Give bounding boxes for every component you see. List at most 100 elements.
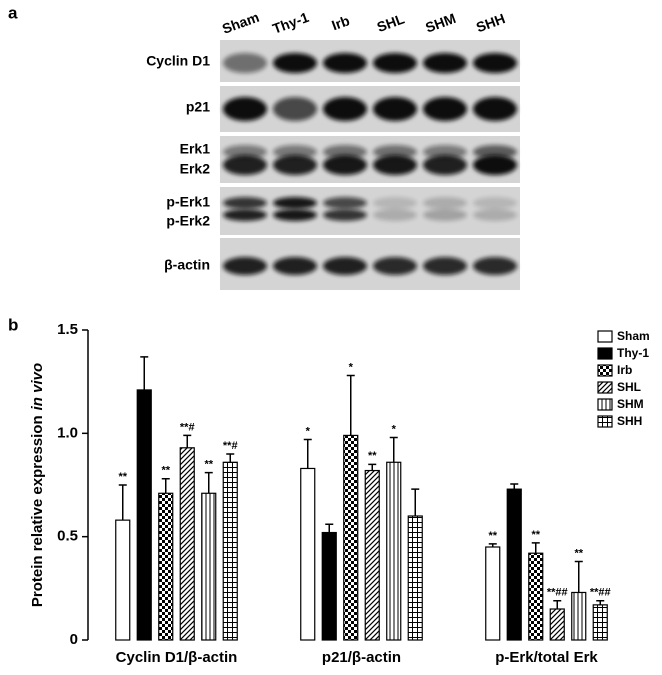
error-bar [488,543,497,547]
x-tick-label: p-Erk/total Erk [495,649,598,666]
error-bar [346,374,355,436]
band [323,145,367,159]
band [473,257,517,275]
significance-label: ** [574,547,583,559]
significance-label: ** [118,471,127,483]
band [273,97,317,121]
legend-swatch [597,415,613,428]
band [273,155,317,175]
bar [364,469,380,641]
significance-label: ** [531,529,540,541]
legend-swatch [597,347,613,360]
significance-label: * [392,423,397,435]
lane-label: Thy-1 [270,9,311,37]
significance-label: * [306,425,311,437]
row-label: β-actin [164,257,210,273]
legend-swatch [597,364,613,377]
blot-strip [220,136,520,183]
legend-swatch [597,398,613,411]
x-tick-label: p21/β-actin [322,649,401,666]
bar [201,492,217,641]
band [323,209,367,221]
row-label: Erk2 [180,161,211,177]
band [373,145,417,159]
bar [136,389,152,641]
western-blot: Sham Thy-1 Irb SHL SHM SHH Cyclin D1 p21 Erk1 Erk… [146,9,520,290]
band [373,209,417,221]
bar [592,604,608,641]
row-label: Cyclin D1 [146,53,210,69]
band [473,197,517,209]
error-bar [389,436,398,463]
error-bar [226,453,235,463]
error-bar [118,484,127,521]
blot-strip [220,238,520,290]
band [423,209,467,221]
legend-label: SHM [617,397,644,411]
band [473,97,517,121]
error-bar [510,483,519,490]
error-bar [161,478,170,494]
x-tick-label: Cyclin D1/β-actin [116,649,238,666]
error-bar [553,599,562,609]
lane-label: SHM [423,10,458,36]
band [223,197,267,209]
significance-label: * [349,361,354,373]
error-bar [411,488,420,516]
bar [528,552,544,641]
band [323,97,367,121]
error-bar [596,599,605,605]
legend-swatch [597,330,613,343]
lane-label: Irb [329,12,351,33]
band [423,97,467,121]
significance-label: **## [590,587,611,599]
band [423,53,467,73]
error-bar [183,434,192,448]
significance-label: **# [223,440,238,452]
y-tick-label: 0.5 [57,528,78,545]
row-label: p21 [186,99,210,115]
bar [506,488,522,641]
bar [485,546,501,641]
band [223,209,267,221]
significance-label: ** [204,459,213,471]
band [423,155,467,175]
bar [549,608,565,641]
band [473,53,517,73]
row-label: p-Erk1 [166,194,210,210]
band [373,257,417,275]
y-tick-label: 0 [70,631,78,648]
error-bar [140,356,149,390]
bar [115,519,131,641]
band [473,209,517,221]
band [323,53,367,73]
panel-label: b [8,315,18,334]
band [223,97,267,121]
bar [222,461,238,641]
legend-label: Irb [617,363,632,377]
band [423,197,467,209]
significance-label: ** [368,450,377,462]
blot-strip [220,40,520,82]
significance-label: **## [547,587,568,599]
error-bar [303,438,312,469]
y-tick-label: 1.0 [57,424,78,441]
band [373,53,417,73]
band [273,197,317,209]
legend-swatch [597,381,613,394]
band [223,145,267,159]
band [323,257,367,275]
error-bar [368,463,377,471]
bar [386,461,402,641]
bar [179,447,195,641]
legend-label: SHL [617,380,641,394]
band [373,155,417,175]
bar-chart: 0 0.5 1.0 1.5 Protein relative expression in … [29,321,650,666]
y-tick-label: 1.5 [57,321,78,338]
blot-strip [220,86,520,132]
band [323,197,367,209]
lane-label: Sham [220,9,261,37]
bar [407,515,423,641]
band [373,97,417,121]
band [473,145,517,159]
